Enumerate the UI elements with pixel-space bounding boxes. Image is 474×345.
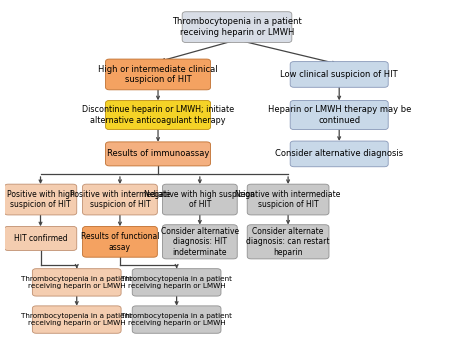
Text: Thrombocytopenia in a patient
receiving heparin or LMWH: Thrombocytopenia in a patient receiving … bbox=[21, 313, 132, 326]
FancyBboxPatch shape bbox=[32, 306, 121, 333]
Text: Positive with high
suspicion of HIT: Positive with high suspicion of HIT bbox=[7, 190, 74, 209]
Text: Consider alternate
diagnosis: can restart
heparin: Consider alternate diagnosis: can restar… bbox=[246, 227, 330, 257]
FancyBboxPatch shape bbox=[4, 184, 77, 215]
Text: Negative with high suspicion
of HIT: Negative with high suspicion of HIT bbox=[145, 190, 255, 209]
Text: Low clinical suspicion of HIT: Low clinical suspicion of HIT bbox=[281, 70, 398, 79]
Text: Thrombocytopenia in a patient
receiving heparin or LMWH: Thrombocytopenia in a patient receiving … bbox=[21, 276, 132, 289]
FancyBboxPatch shape bbox=[82, 226, 157, 257]
Text: Thrombocytopenia in a patient
receiving heparin or LMWH: Thrombocytopenia in a patient receiving … bbox=[121, 276, 232, 289]
Text: Positive with intermediate
suspicion of HIT: Positive with intermediate suspicion of … bbox=[70, 190, 170, 209]
Text: Consider alternative diagnosis: Consider alternative diagnosis bbox=[275, 149, 403, 158]
FancyBboxPatch shape bbox=[4, 226, 77, 250]
FancyBboxPatch shape bbox=[290, 141, 388, 167]
FancyBboxPatch shape bbox=[247, 225, 329, 259]
Text: Negative with intermediate
suspicion of HIT: Negative with intermediate suspicion of … bbox=[236, 190, 341, 209]
FancyBboxPatch shape bbox=[132, 306, 221, 333]
FancyBboxPatch shape bbox=[106, 59, 210, 90]
FancyBboxPatch shape bbox=[290, 62, 388, 87]
FancyBboxPatch shape bbox=[106, 100, 210, 130]
Text: Consider alternative
diagnosis: HIT
indeterminate: Consider alternative diagnosis: HIT inde… bbox=[161, 227, 239, 257]
FancyBboxPatch shape bbox=[163, 225, 237, 259]
Text: Heparin or LMWH therapy may be
continued: Heparin or LMWH therapy may be continued bbox=[267, 105, 411, 125]
Text: Results of immunoassay: Results of immunoassay bbox=[107, 149, 209, 158]
FancyBboxPatch shape bbox=[32, 269, 121, 296]
Text: Discontinue heparin or LMWH; initiate
alternative anticoagulant therapy: Discontinue heparin or LMWH; initiate al… bbox=[82, 105, 234, 125]
FancyBboxPatch shape bbox=[163, 184, 237, 215]
FancyBboxPatch shape bbox=[82, 184, 157, 215]
FancyBboxPatch shape bbox=[290, 100, 388, 130]
FancyBboxPatch shape bbox=[182, 12, 292, 42]
FancyBboxPatch shape bbox=[132, 269, 221, 296]
FancyBboxPatch shape bbox=[106, 142, 210, 166]
Text: HIT confirmed: HIT confirmed bbox=[14, 234, 67, 243]
Text: Thrombocytopenia in a patient
receiving heparin or LMWH: Thrombocytopenia in a patient receiving … bbox=[121, 313, 232, 326]
Text: Results of functional
assay: Results of functional assay bbox=[81, 232, 159, 252]
Text: High or intermediate clinical
suspicion of HIT: High or intermediate clinical suspicion … bbox=[98, 65, 218, 84]
Text: Thrombocytopenia in a patient
receiving heparin or LMWH: Thrombocytopenia in a patient receiving … bbox=[172, 17, 302, 37]
FancyBboxPatch shape bbox=[247, 184, 329, 215]
